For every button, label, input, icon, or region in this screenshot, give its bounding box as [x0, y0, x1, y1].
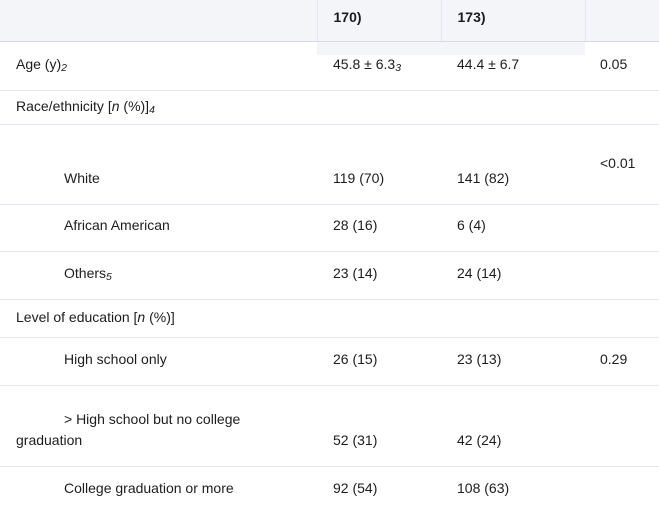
- label-italic-n: n: [111, 98, 120, 114]
- label-text: (%)]: [119, 98, 150, 114]
- value-col2: 6 (4): [441, 204, 585, 252]
- row-label: White: [0, 124, 317, 205]
- label-text: Level of education [: [16, 309, 138, 325]
- value-col2: 108 (63): [441, 466, 585, 510]
- label-text: Race/ethnicity [: [16, 98, 112, 114]
- value-col1: 26 (15): [317, 337, 441, 386]
- row-african-american: African American 28 (16) 6 (4): [0, 204, 659, 252]
- value-col1: 28 (16): [317, 204, 441, 252]
- p-value: [585, 251, 659, 300]
- p-value: 0.29: [585, 337, 659, 386]
- row-label: High school only: [0, 337, 317, 386]
- header-cell-group2-n: 173): [440, 0, 585, 42]
- header-cell-pvalue: [584, 0, 659, 42]
- row-label: Race/ethnicity [n (%)]4: [0, 90, 317, 125]
- row-age: Age (y)2 45.8 ± 6.33 44.4 ± 6.7 0.05: [0, 41, 659, 91]
- p-value: [585, 299, 659, 338]
- header-group2-label: 173): [457, 9, 486, 25]
- footnote-marker: 5: [106, 271, 112, 283]
- value-col2: 44.4 ± 6.7: [441, 41, 585, 91]
- value-col1: [317, 90, 441, 125]
- row-high-school-only: High school only 26 (15) 23 (13) 0.29: [0, 337, 659, 386]
- p-value: 0.05: [585, 41, 659, 91]
- row-label: College graduation or more: [0, 466, 317, 510]
- label-text: (%)]: [145, 309, 175, 325]
- row-label: African American: [0, 204, 317, 252]
- row-others: Others5 23 (14) 24 (14): [0, 251, 659, 300]
- row-label: > High school but no college graduation: [0, 385, 317, 467]
- value-col2: 141 (82): [441, 124, 585, 205]
- value-col1: 23 (14): [317, 251, 441, 300]
- footnote-marker: 4: [149, 104, 155, 116]
- value-col1: 119 (70): [317, 124, 441, 205]
- value-col2: [441, 299, 585, 338]
- header-row: 170) 173): [0, 0, 659, 42]
- row-race-ethnicity-section: Race/ethnicity [n (%)]4: [0, 90, 659, 125]
- footnote-marker: 2: [61, 62, 67, 74]
- value-col2: 42 (24): [441, 385, 585, 467]
- row-college-graduation: College graduation or more 92 (54) 108 (…: [0, 466, 659, 510]
- p-value: [585, 90, 659, 125]
- footnote-marker: 3: [395, 62, 402, 74]
- row-gt-high-school: > High school but no college graduation …: [0, 385, 659, 467]
- value-col2: 24 (14): [441, 251, 585, 300]
- p-value: <0.01: [585, 124, 659, 205]
- header-group1-label: 170): [333, 9, 362, 25]
- value-col2: [441, 90, 585, 125]
- row-label: Age (y)2: [0, 41, 317, 91]
- value-col1: [317, 299, 441, 338]
- p-value: [585, 466, 659, 510]
- label-italic-n: n: [137, 309, 146, 325]
- row-label: Others5: [0, 251, 317, 300]
- header-cell-group1-n: 170): [316, 0, 441, 42]
- value-col1: 92 (54): [317, 466, 441, 510]
- value-col2: 23 (13): [441, 337, 585, 386]
- value-text: 45.8 ± 6.3: [333, 56, 396, 72]
- row-white: White 119 (70) 141 (82) <0.01: [0, 124, 659, 205]
- label-text: Others: [64, 265, 107, 281]
- row-label: Level of education [n (%)]: [0, 299, 317, 338]
- label-text: Age (y): [16, 56, 62, 72]
- value-col1: 52 (31): [317, 385, 441, 467]
- p-value: [585, 385, 659, 467]
- value-col1: 45.8 ± 6.33: [317, 41, 441, 91]
- header-cell-characteristic: [0, 0, 317, 42]
- row-education-section: Level of education [n (%)]: [0, 299, 659, 338]
- p-value: [585, 204, 659, 252]
